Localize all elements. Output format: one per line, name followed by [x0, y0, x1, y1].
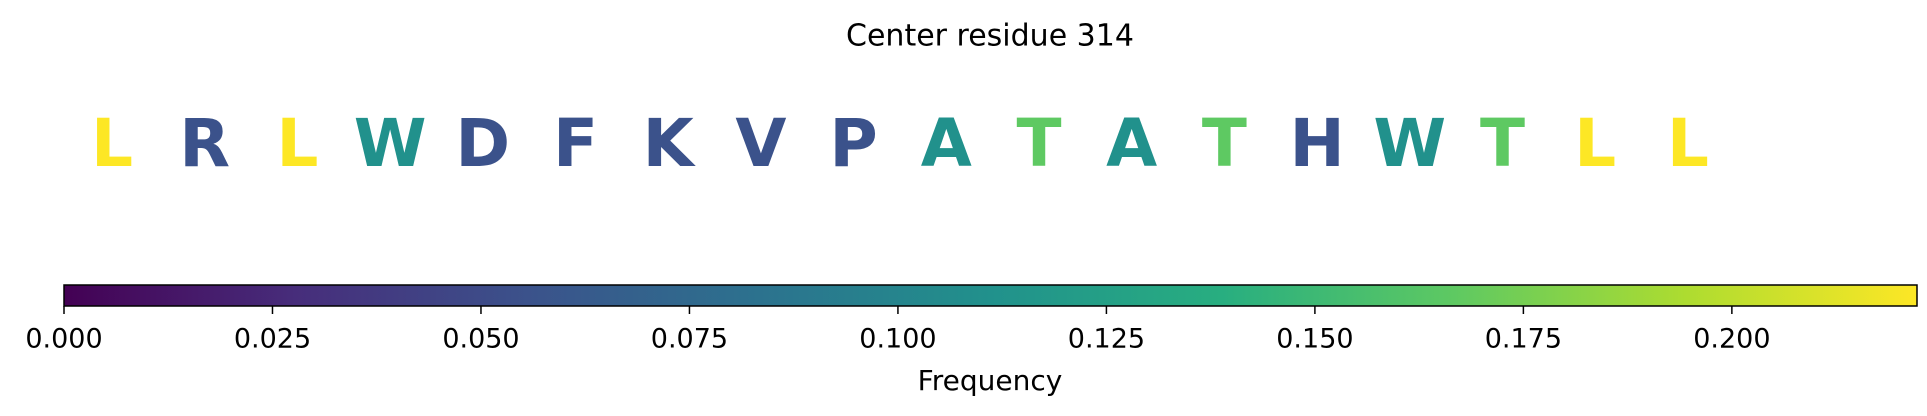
residue-letter: T: [1016, 105, 1061, 182]
x-axis-label: Frequency: [918, 364, 1063, 397]
x-tick-label: 0.150: [1276, 324, 1353, 355]
x-tick-label: 0.200: [1693, 324, 1770, 355]
residue-letter: L: [1574, 105, 1616, 182]
residue-letter: L: [1667, 105, 1709, 182]
residue-letter: T: [1202, 105, 1247, 182]
chart-title: Center residue 314: [846, 19, 1134, 54]
residue-letter: D: [455, 105, 510, 182]
residue-letter: A: [921, 105, 972, 182]
x-tick-label: 0.025: [234, 324, 311, 355]
residue-letter: W: [1373, 105, 1446, 182]
residue-letter: H: [1289, 105, 1344, 182]
x-tick-label: 0.125: [1068, 324, 1145, 355]
x-tick-label: 0.050: [442, 324, 519, 355]
x-tick-label: 0.100: [859, 324, 936, 355]
residue-letter: A: [1106, 105, 1157, 182]
residue-letter: L: [276, 105, 318, 182]
residue-letter: P: [829, 105, 877, 182]
x-tick-label: 0.175: [1485, 324, 1562, 355]
residue-letter: T: [1480, 105, 1525, 182]
residue-letter: W: [354, 105, 427, 182]
x-tick-label: 0.000: [25, 324, 102, 355]
residue-letter: V: [735, 105, 786, 182]
colorbar: [63, 284, 1918, 307]
residue-letter: F: [553, 105, 598, 182]
residue-letter: L: [91, 105, 133, 182]
residue-letter: K: [643, 105, 697, 182]
x-tick-label: 0.075: [651, 324, 728, 355]
residue-letter: R: [179, 105, 230, 182]
